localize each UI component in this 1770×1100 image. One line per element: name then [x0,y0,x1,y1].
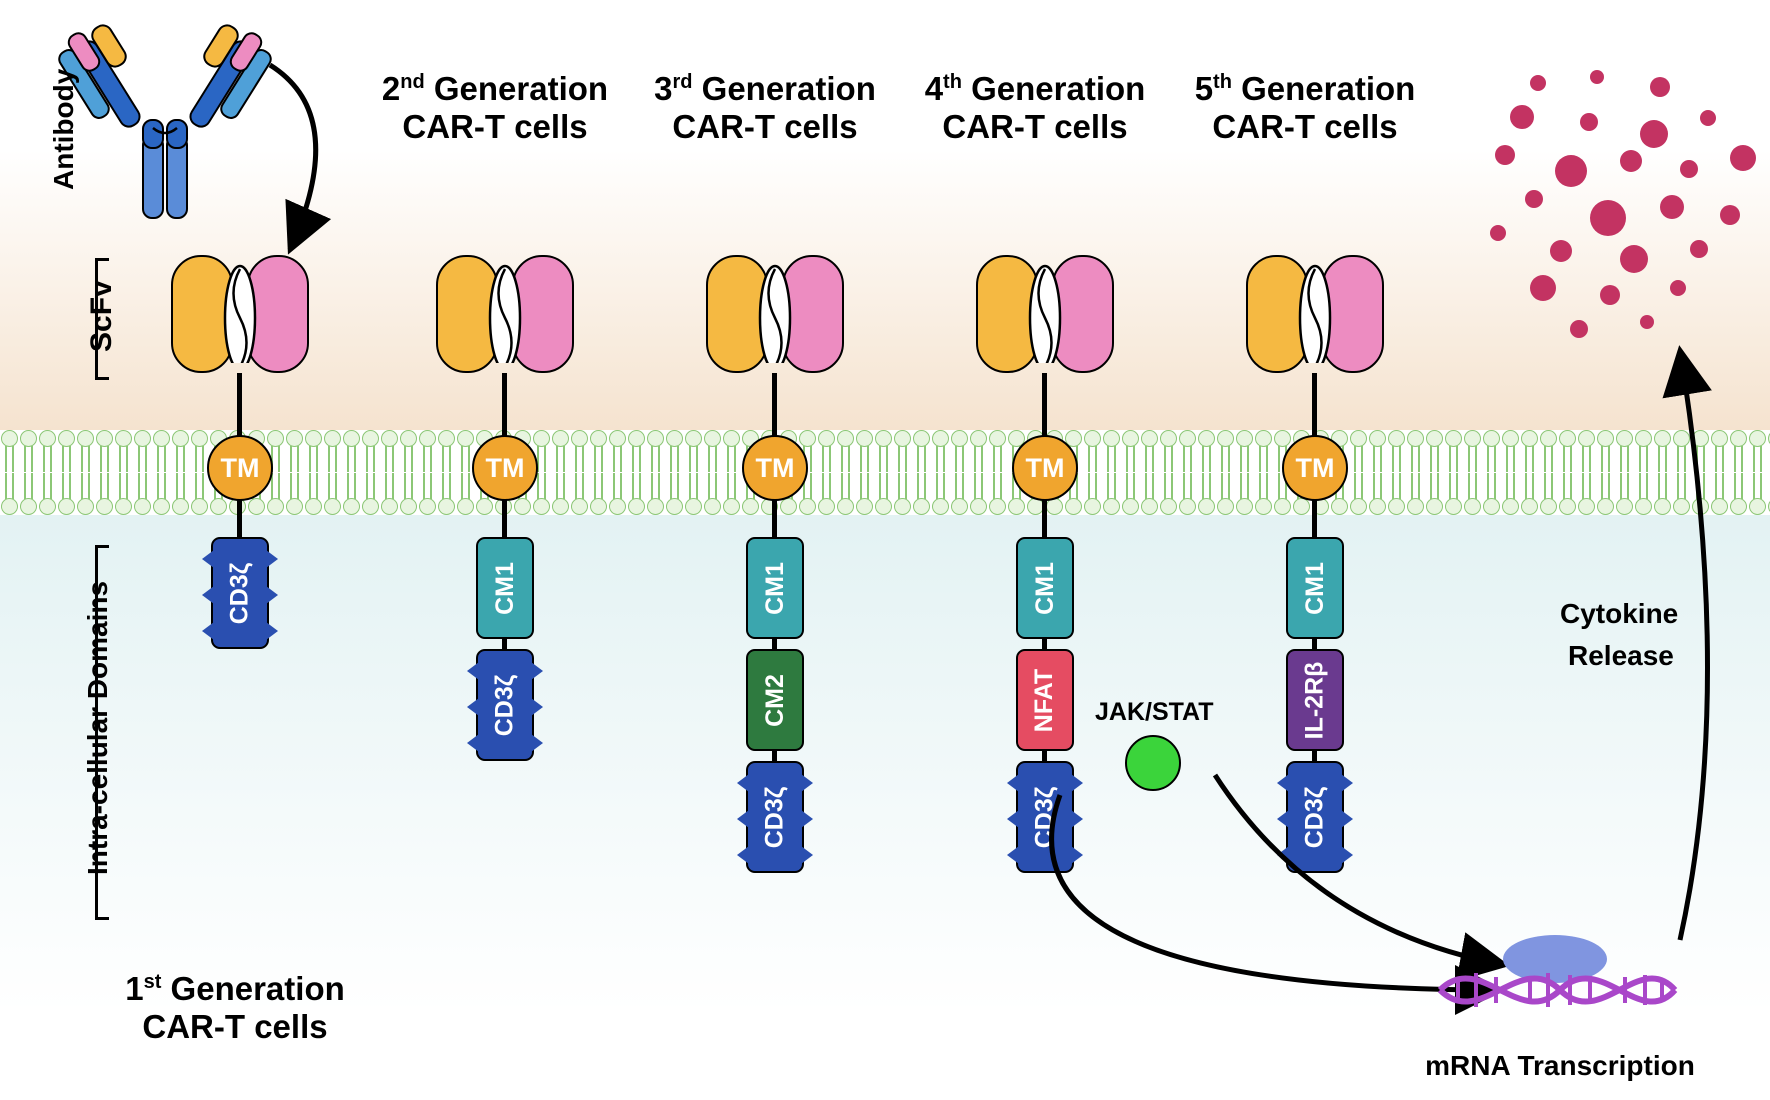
mrna-label: mRNA Transcription [1420,1050,1700,1082]
cd3-domain: CD3ζ [746,761,804,873]
generation-title-2: 2nd GenerationCAR-T cells [355,70,635,146]
jakstat-icon [1125,735,1181,791]
tm-domain: TM [472,435,538,501]
tm-domain: TM [207,435,273,501]
mrna-icon [1430,935,1680,1050]
cd3-domain: CD3ζ [476,649,534,761]
tm-domain: TM [1012,435,1078,501]
scfv-linker [1028,263,1062,363]
car-gen4: TMCM1NFATCD3ζ [970,255,1120,385]
generation-title-3: 3rd GenerationCAR-T cells [625,70,905,146]
il2-domain: IL-2Rβ [1286,649,1344,751]
nfat-domain: NFAT [1016,649,1074,751]
scfv-label: ScFv [85,280,119,352]
cytokine-label-1: Cytokine [1560,598,1678,630]
car-gen1: TMCD3ζ [165,255,315,385]
generation-title-5: 5th GenerationCAR-T cells [1165,70,1445,146]
car-gen3: TMCM1CM2CD3ζ [700,255,850,385]
scfv-linker [1298,263,1332,363]
cm1-domain: CM1 [746,537,804,639]
tm-domain: TM [742,435,808,501]
car-gen2: TMCM1CD3ζ [430,255,580,385]
cytokine-cloud [1470,65,1760,345]
jakstat-label: JAK/STAT [1095,698,1214,727]
cytokine-label-2: Release [1568,640,1674,672]
cm1-domain: CM1 [476,537,534,639]
cm1-domain: CM1 [1286,537,1344,639]
generation-title-1: 1st GenerationCAR-T cells [95,970,375,1046]
scfv-linker [488,263,522,363]
scfv-linker [758,263,792,363]
cm1-domain: CM1 [1016,537,1074,639]
cm2-domain: CM2 [746,649,804,751]
scfv-linker [223,263,257,363]
car-gen5: TMCM1IL-2RβCD3ζ [1240,255,1390,385]
antibody-label: Antibody [48,69,80,190]
antibody-icon [55,18,275,228]
arrow-antibody-to-scfv [250,55,370,265]
intracellular-label: Intra-cellular Domains [82,581,114,875]
generation-title-4: 4th GenerationCAR-T cells [895,70,1175,146]
cd3-domain: CD3ζ [211,537,269,649]
tm-domain: TM [1282,435,1348,501]
